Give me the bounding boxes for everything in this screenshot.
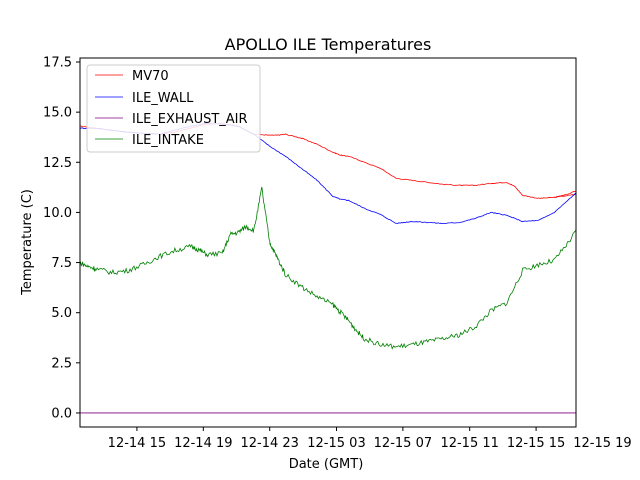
legend-label-ile-wall: ILE_WALL [132, 91, 194, 106]
y-tick-label: 10.0 [43, 206, 72, 221]
x-axis-label: Date (GMT) [289, 457, 364, 472]
y-tick-label: 5.0 [51, 306, 72, 321]
y-tick-label: 7.5 [51, 256, 72, 271]
x-tick-label: 12-15 07 [374, 436, 432, 451]
series-line-ile-intake [80, 186, 576, 350]
y-tick-label: 17.5 [43, 56, 72, 71]
chart-title: APOLLO ILE Temperatures [225, 35, 432, 54]
y-axis-label: Temperature (C) [20, 189, 35, 296]
legend-label-ile-intake: ILE_INTAKE [132, 133, 204, 148]
x-tick-label: 12-15 19 [573, 436, 631, 451]
x-tick-label: 12-15 15 [507, 436, 565, 451]
x-tick-label: 12-14 19 [174, 436, 232, 451]
x-axis: 12-14 15 12-14 19 12-14 23 12-15 03 12-15 07… [108, 427, 632, 451]
legend-box [86, 64, 261, 153]
x-tick-label: 12-15 11 [440, 436, 498, 451]
x-tick-label: 12-15 03 [307, 436, 365, 451]
legend: MV70 ILE_WALL ILE_EXHAUST_AIR ILE_INTAKE [86, 64, 261, 153]
y-tick-label: 2.5 [51, 356, 72, 371]
y-tick-label: 0.0 [51, 406, 72, 421]
legend-label-ile-exhaust-air: ILE_EXHAUST_AIR [132, 112, 248, 127]
y-axis: 0.0 2.5 5.0 7.5 10.0 12.5 15.0 17.5 [43, 56, 80, 421]
y-tick-label: 12.5 [43, 156, 72, 171]
plot-frame [79, 57, 577, 428]
x-tick-label: 12-14 23 [240, 436, 298, 451]
y-tick-label: 15.0 [43, 106, 72, 121]
legend-label-mv70: MV70 [132, 69, 169, 84]
x-tick-label: 12-14 15 [108, 436, 166, 451]
